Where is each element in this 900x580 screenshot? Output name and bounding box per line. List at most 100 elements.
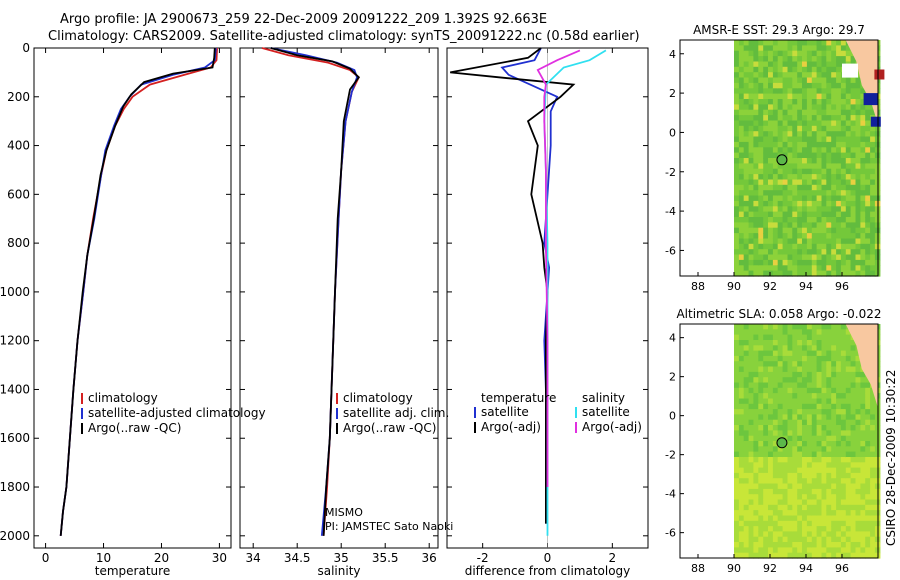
map-cell (821, 446, 827, 453)
map-cell (797, 552, 803, 559)
map-cell (763, 462, 769, 469)
map-cell (743, 371, 750, 378)
map-cell (743, 425, 750, 431)
map-cell (802, 50, 808, 57)
map-cell (768, 120, 774, 127)
map-cell (802, 462, 808, 469)
map-cell (816, 211, 823, 218)
map-cell (840, 504, 847, 511)
map-cell (763, 398, 769, 405)
map-cell (845, 366, 852, 373)
map-cell (772, 488, 779, 495)
map-cell (806, 329, 813, 336)
map-cell (768, 265, 774, 272)
map-cell (845, 233, 852, 240)
map-cell (831, 104, 837, 111)
map-cell (870, 409, 876, 415)
panel-frame-temperature (33, 47, 232, 549)
map-cell (782, 136, 789, 143)
map-cell (777, 419, 784, 426)
map-cell (806, 377, 813, 384)
map-cell (787, 547, 793, 554)
map-cell (753, 222, 759, 229)
map-cell (821, 56, 827, 63)
map-cell (763, 552, 769, 559)
map-cell (743, 366, 750, 373)
map-cell (806, 217, 813, 223)
map-cell (772, 435, 779, 442)
map-cell (787, 40, 793, 46)
map-cell (792, 82, 798, 89)
map-cell (768, 50, 774, 57)
map-cell (802, 377, 808, 384)
map-cell (753, 104, 759, 111)
map-cell (777, 387, 784, 394)
map-cell (758, 361, 764, 368)
map-cell (855, 355, 861, 362)
map-cell (850, 478, 857, 485)
map-cell (753, 542, 759, 548)
map-cell (777, 414, 784, 421)
map-cell (811, 515, 818, 522)
map-cell (743, 125, 750, 132)
map-cell (734, 61, 740, 68)
map-cell (758, 542, 764, 548)
map-cell (753, 45, 759, 52)
map-cell (743, 99, 750, 105)
map-cell (816, 515, 823, 522)
map-cell (787, 99, 793, 105)
map-cell (753, 377, 759, 384)
map-cell (845, 462, 852, 469)
map-cell (797, 40, 803, 46)
map-cell (821, 211, 827, 218)
map-cell (758, 467, 764, 474)
map-cell (797, 409, 803, 415)
map-cell (777, 403, 784, 410)
map-cell (840, 414, 847, 421)
map-cell (816, 259, 823, 266)
map-cell (734, 227, 740, 234)
map-cell (860, 254, 866, 261)
map-cell (826, 179, 832, 186)
map-cell (743, 50, 750, 57)
map-cell (743, 531, 750, 538)
map-cell (792, 483, 798, 490)
map-cell (782, 56, 789, 63)
map-cell (821, 184, 827, 191)
map-cell (758, 499, 764, 506)
map-cell (792, 147, 798, 154)
map-cell (787, 472, 793, 479)
map-cell (753, 467, 759, 474)
map-cell (845, 552, 852, 559)
map-cell (768, 141, 774, 148)
map-cell (734, 40, 740, 46)
map-cell (870, 414, 876, 421)
map-cell (787, 206, 793, 213)
map-cell (811, 350, 818, 357)
map-cell (860, 88, 866, 95)
map-cell (840, 265, 847, 272)
map-cell (821, 40, 827, 46)
map-cell (777, 430, 784, 437)
map-cell (865, 152, 871, 159)
map-cell (797, 259, 803, 266)
map-cell (802, 147, 808, 154)
map-cell (782, 99, 789, 105)
map-cell (826, 371, 832, 378)
map-cell (821, 227, 827, 234)
map-cell (865, 409, 871, 415)
map-cell (792, 184, 798, 191)
map-cell (734, 515, 740, 522)
map-cell (816, 478, 823, 485)
map-cell (758, 93, 764, 100)
map-cell (821, 147, 827, 154)
map-cell (772, 334, 779, 341)
map-cell (792, 499, 798, 506)
map-cell (758, 409, 764, 415)
map-cell (748, 350, 755, 357)
map-cell (836, 120, 842, 127)
map-cell (806, 536, 813, 543)
sal-legend-1-label: satellite adj. clim. (343, 406, 449, 420)
map-cell (743, 334, 750, 341)
map-cell (816, 243, 823, 250)
